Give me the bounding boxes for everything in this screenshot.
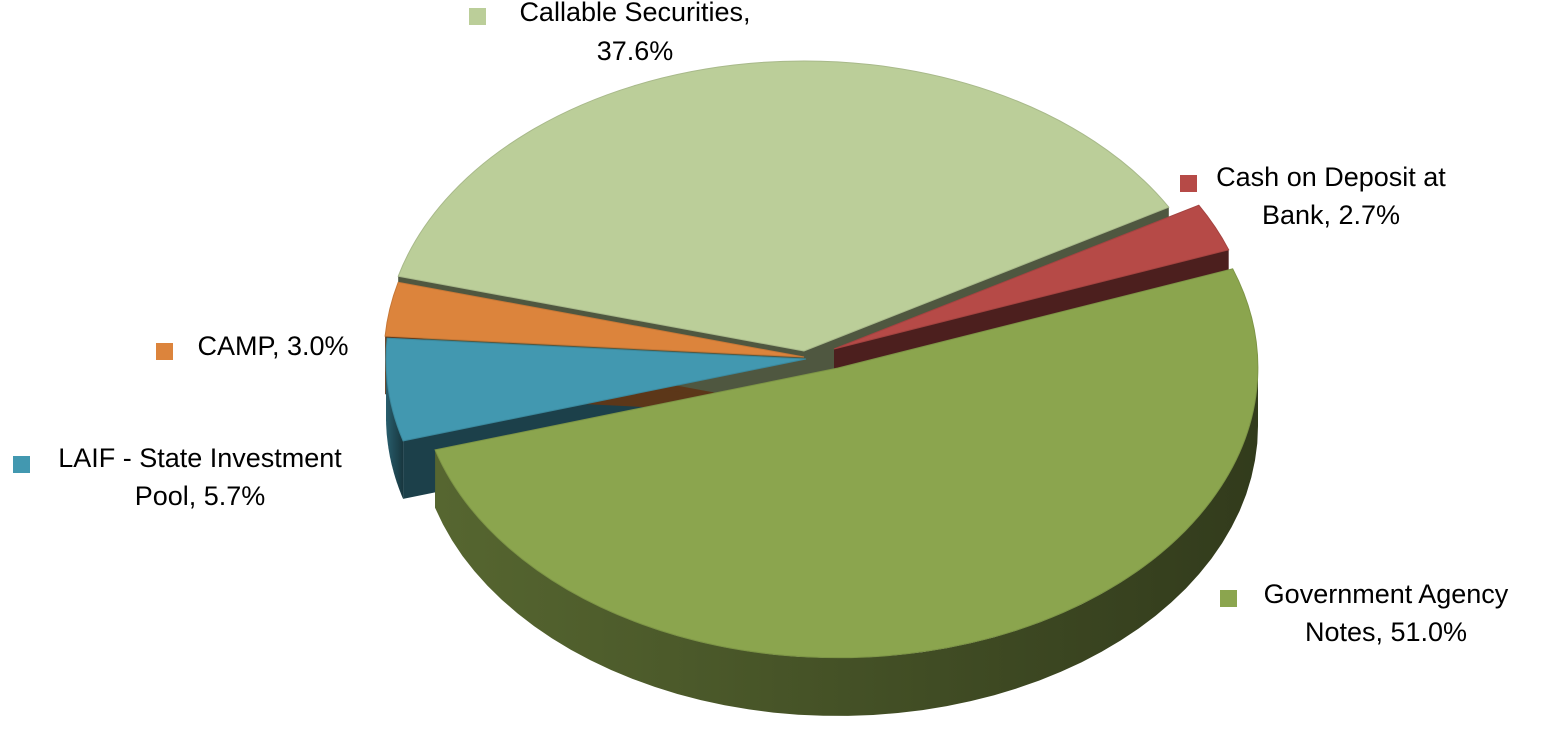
data-label: CAMP, 3.0%	[156, 331, 349, 361]
legend-key-icon	[1220, 590, 1237, 607]
slice-camp	[384, 281, 805, 358]
slice-laif-state-investment-pool	[385, 337, 807, 442]
slice-tops	[384, 60, 1259, 659]
data-label-text: Callable Securities,	[519, 0, 750, 27]
data-label: Callable Securities, 37.6%	[469, 0, 751, 66]
data-labels: Government Agency Notes, 51.0% LAIF - Stat…	[13, 0, 1509, 647]
data-label-text: CAMP, 3.0%	[197, 331, 348, 361]
legend-key-icon	[469, 8, 486, 25]
slice-cash-on-deposit-at-bank	[833, 204, 1230, 350]
data-label-text: Bank, 2.7%	[1262, 200, 1400, 230]
data-label-text: LAIF - State Investment	[58, 443, 342, 473]
legend-key-icon	[13, 456, 30, 473]
slice-side-outer	[386, 359, 404, 499]
slice-side-outer	[435, 368, 1259, 716]
data-label: Government Agency Notes, 51.0%	[1220, 579, 1509, 647]
data-label-text: Government Agency	[1264, 579, 1509, 609]
legend-key-icon	[156, 343, 173, 360]
slice-callable-securities	[397, 60, 1170, 352]
data-label-text: Pool, 5.7%	[135, 481, 266, 511]
data-label-text: Notes, 51.0%	[1305, 617, 1467, 647]
data-label: Cash on Deposit at Bank, 2.7%	[1180, 162, 1446, 230]
legend-key-icon	[1180, 175, 1197, 192]
data-label-text: Cash on Deposit at	[1216, 162, 1446, 192]
data-label-text: 37.6%	[597, 36, 674, 66]
data-label: LAIF - State Investment Pool, 5.7%	[13, 443, 342, 511]
slice-government-agency-notes	[434, 268, 1259, 659]
